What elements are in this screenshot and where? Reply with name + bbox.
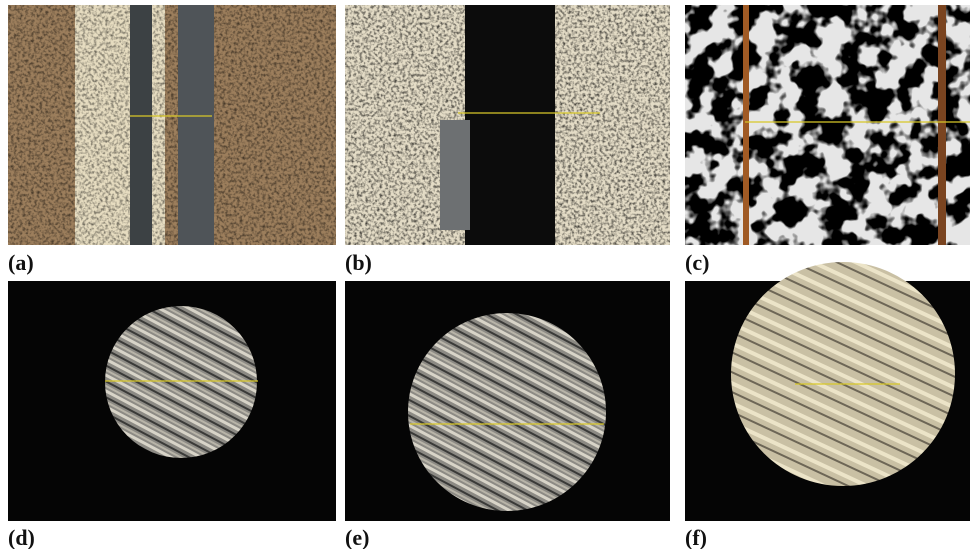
micrograph-d [8, 281, 336, 521]
figure: (a) (b) (c) (d) (e) (f) [0, 0, 975, 549]
panel-label: (d) [8, 525, 35, 549]
panel-label: (f) [685, 525, 707, 549]
micrograph-b [345, 5, 670, 245]
micrograph-c [685, 5, 970, 245]
micrograph-e [345, 281, 670, 521]
panel-label: (c) [685, 250, 709, 275]
micrograph-f [685, 258, 970, 521]
panel-label: (a) [8, 250, 34, 275]
panel-label: (e) [345, 525, 369, 549]
micrograph-a [8, 5, 336, 245]
panel-label: (b) [345, 250, 372, 275]
